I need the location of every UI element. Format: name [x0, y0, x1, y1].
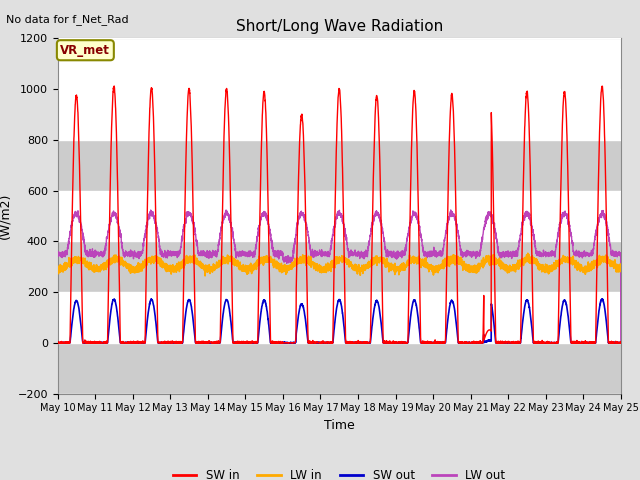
- Title: Short/Long Wave Radiation: Short/Long Wave Radiation: [236, 20, 443, 35]
- X-axis label: Time: Time: [324, 419, 355, 432]
- Legend: SW in, LW in, SW out, LW out: SW in, LW in, SW out, LW out: [168, 465, 510, 480]
- Bar: [58, 38, 621, 89]
- Bar: [58, 89, 621, 140]
- Text: VR_met: VR_met: [60, 44, 110, 57]
- Y-axis label: (W/m2): (W/m2): [0, 193, 12, 239]
- Bar: [58, 292, 621, 343]
- Text: No data for f_Net_Rad: No data for f_Net_Rad: [6, 14, 129, 25]
- Bar: [58, 191, 621, 241]
